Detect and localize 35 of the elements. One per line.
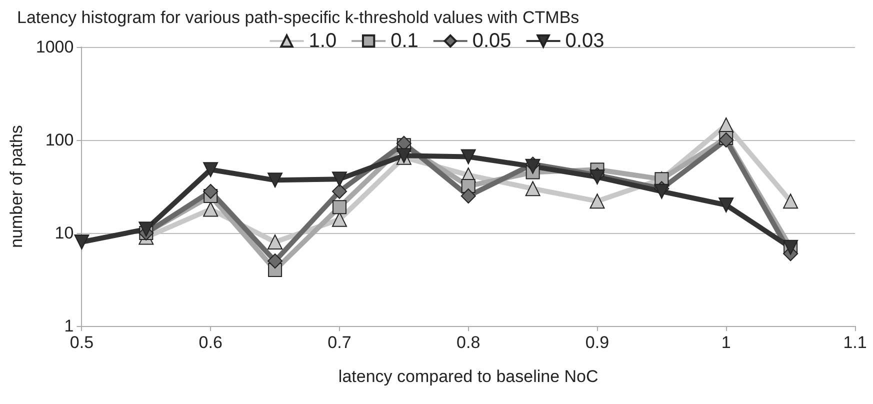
x-tick-label: 0.7 xyxy=(328,333,352,352)
point xyxy=(783,194,798,209)
legend-label: 0.1 xyxy=(390,30,418,52)
x-tick-label: 1 xyxy=(721,333,731,352)
x-axis-title: latency compared to baseline NoC xyxy=(338,367,598,386)
point xyxy=(332,200,346,214)
legend-label: 0.03 xyxy=(565,30,604,52)
point xyxy=(332,172,347,187)
point xyxy=(718,198,734,213)
point xyxy=(268,253,283,268)
x-tick-label: 0.6 xyxy=(198,333,222,352)
point xyxy=(74,234,90,250)
y-tick-label: 10 xyxy=(54,224,74,242)
x-tick-label: 1.1 xyxy=(843,333,867,352)
point xyxy=(138,222,154,237)
point xyxy=(203,202,218,217)
y-tick-label: 100 xyxy=(45,130,74,150)
legend-label: 0.05 xyxy=(472,30,512,52)
y-axis-title: number of paths xyxy=(7,125,26,248)
y-tick-label: 1000 xyxy=(36,38,74,56)
x-tick-label: 0.5 xyxy=(70,333,94,352)
x-tick-label: 0.8 xyxy=(456,333,480,352)
point xyxy=(590,194,605,209)
legend-label: 1.0 xyxy=(308,30,337,52)
point xyxy=(268,234,283,250)
point xyxy=(460,149,476,164)
point xyxy=(460,188,476,204)
point xyxy=(525,181,540,196)
point xyxy=(332,184,347,199)
point xyxy=(203,184,218,199)
point xyxy=(268,172,283,188)
point xyxy=(203,162,218,178)
x-tick-label: 0.9 xyxy=(585,333,610,352)
chart-title: Latency histogram for various path-specific k-threshold values with CTMBs xyxy=(17,8,580,27)
y-tick-label: 1 xyxy=(64,316,74,336)
